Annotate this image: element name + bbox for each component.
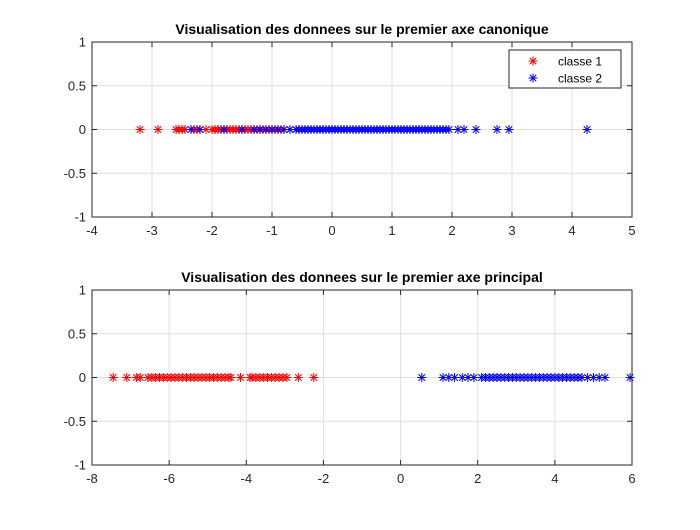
- series-2: [417, 373, 635, 382]
- data-point: [237, 125, 247, 134]
- data-point: [471, 125, 481, 134]
- x-tick-label: 0: [397, 471, 404, 486]
- x-tick-label: 2: [448, 223, 455, 238]
- x-tick-label: -6: [163, 471, 175, 486]
- x-tick-label: 0: [328, 223, 335, 238]
- data-point: [504, 125, 514, 134]
- x-tick-label: 2: [474, 471, 481, 486]
- x-tick-label: 6: [628, 471, 635, 486]
- data-point: [261, 125, 271, 134]
- data-point: [309, 373, 319, 382]
- x-tick-label: -2: [318, 471, 330, 486]
- data-point: [135, 373, 145, 382]
- data-point: [417, 373, 427, 382]
- y-tick-label: 0: [79, 370, 86, 385]
- x-tick-label: -2: [206, 223, 218, 238]
- data-point: [594, 373, 604, 382]
- y-tick-label: 0: [79, 122, 86, 137]
- legend-entry: classe 1: [528, 55, 602, 69]
- data-point: [444, 125, 454, 134]
- data-point: [492, 125, 502, 134]
- legend-label: classe 2: [558, 72, 602, 86]
- data-point: [219, 125, 229, 134]
- legend-label: classe 1: [558, 55, 602, 69]
- data-point: [135, 125, 145, 134]
- legend-box: [508, 49, 622, 89]
- data-point: [236, 373, 245, 382]
- series-1: [108, 373, 319, 382]
- ticks: -8 -6 -4 -2 0 2 4 6 1 0.5 0 -0.5 -1: [64, 283, 636, 487]
- legend-entry: classe 2: [528, 72, 602, 86]
- data-point: [267, 125, 277, 134]
- data-point: [282, 373, 292, 382]
- data-point: [186, 125, 196, 134]
- x-tick-label: 4: [551, 471, 558, 486]
- x-tick-label: -4: [241, 471, 253, 486]
- chart-title: Visualisation des donnees sur le premier…: [175, 21, 548, 37]
- legend: classe 1 classe 2: [508, 49, 622, 89]
- data-point: [459, 125, 469, 134]
- ticks: -4 -3 -2 -1 0 1 2 3 4 5 1 0.5 0 -0.5 -1: [64, 35, 636, 239]
- data-point: [450, 373, 460, 382]
- data-point: [226, 373, 236, 382]
- data-point: [153, 125, 163, 134]
- data-point: [108, 373, 118, 382]
- chart-title: Visualisation des donnees sur le premier…: [181, 269, 543, 285]
- x-tick-label: 1: [388, 223, 395, 238]
- data-point: [122, 373, 132, 382]
- x-tick-label: -3: [146, 223, 158, 238]
- data-point: [600, 373, 610, 382]
- y-tick-label: 1: [79, 35, 86, 50]
- y-tick-label: 0.5: [68, 78, 86, 93]
- data-point: [469, 373, 479, 382]
- x-tick-label: -8: [86, 471, 98, 486]
- bottom-plot-principal-axis: -8 -6 -4 -2 0 2 4 6 1 0.5 0 -0.5 -1 Visualisation des…: [64, 269, 636, 486]
- data-point: [582, 125, 592, 134]
- x-tick-label: 5: [628, 223, 635, 238]
- x-tick-label: 4: [568, 223, 575, 238]
- y-tick-label: -1: [74, 210, 86, 225]
- top-plot-canonical-axis: -4 -3 -2 -1 0 1 2 3 4 5 1 0.5 0 -0.5 -1 Visualisation d…: [64, 21, 636, 238]
- legend-marker: [528, 73, 538, 83]
- y-tick-label: -0.5: [64, 414, 86, 429]
- y-tick-label: 0.5: [68, 326, 86, 341]
- data-point: [293, 373, 303, 382]
- y-tick-label: -0.5: [64, 166, 86, 181]
- data-series: [108, 373, 635, 382]
- x-tick-label: -4: [86, 223, 98, 238]
- y-tick-label: -1: [74, 458, 86, 473]
- y-tick-label: 1: [79, 283, 86, 298]
- x-tick-label: -1: [266, 223, 278, 238]
- data-point: [273, 125, 283, 134]
- data-point: [195, 125, 205, 134]
- legend-marker: [528, 56, 538, 66]
- series-2: [186, 125, 592, 134]
- data-series: [135, 125, 592, 134]
- x-tick-label: 3: [508, 223, 515, 238]
